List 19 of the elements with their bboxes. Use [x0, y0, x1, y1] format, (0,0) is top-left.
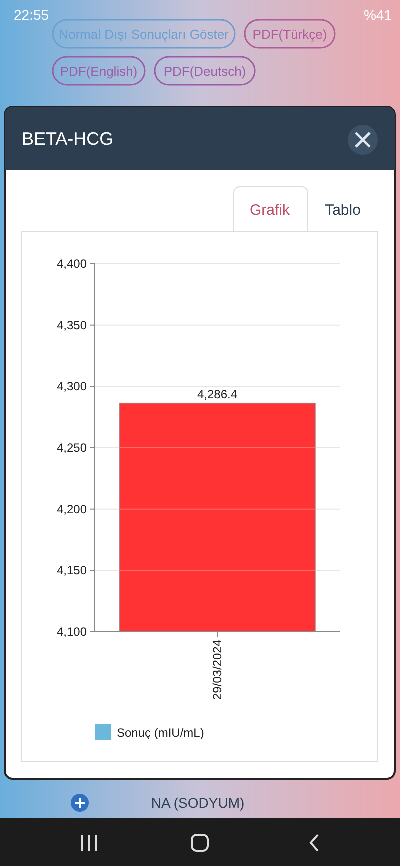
y-tick-label: 4,400: [56, 257, 88, 271]
text: %41: [364, 7, 392, 23]
y-tick-label: 4,200: [56, 502, 88, 516]
text: PDF(English): [60, 64, 138, 79]
text: Tablo: [325, 202, 361, 219]
text: Grafik: [250, 202, 290, 219]
y-tick-label: 4,100: [56, 625, 88, 639]
y-tick-label: 4,250: [56, 441, 88, 455]
y-tick-label: 4,300: [56, 380, 88, 394]
text: Sonuç (mIU/mL): [117, 726, 204, 740]
y-tick-label: 4,150: [56, 564, 88, 578]
chart-title: BETA-HCG: [22, 129, 114, 149]
text: 4,286.4: [197, 387, 238, 402]
text: PDF(Türkçe): [252, 27, 328, 42]
text: 22:55: [14, 7, 50, 23]
y-tick-label: 4,350: [56, 318, 88, 332]
x-tick-label: 29/03/2024: [210, 640, 224, 700]
text: NA (SODYUM): [151, 795, 245, 811]
text: PDF(Deutsch): [164, 64, 246, 79]
